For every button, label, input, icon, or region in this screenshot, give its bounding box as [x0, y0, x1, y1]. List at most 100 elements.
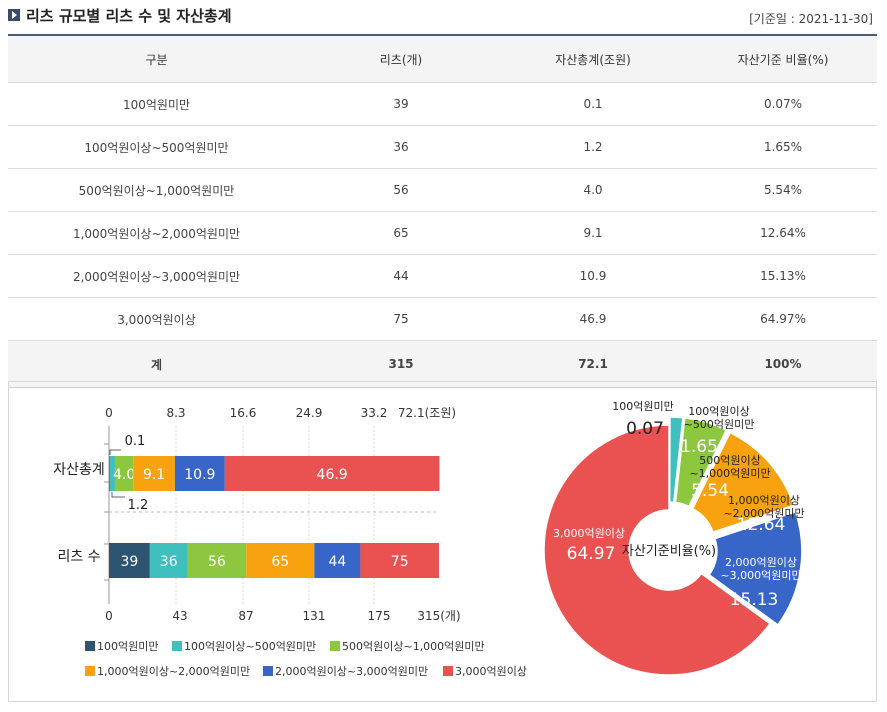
table-cell: 5.54% [689, 168, 877, 212]
table-cell: 15.13% [689, 254, 877, 298]
top-axis-tick: 72.1(조원) [398, 406, 456, 420]
bar-value-label: 10.9 [184, 467, 215, 483]
table-row: 500억원이상~1,000억원미만 56 4.0 5.54% [8, 168, 877, 212]
pie-slice [674, 417, 728, 508]
table-cell: 100억원미만 [8, 82, 305, 126]
annotation-leader [109, 449, 121, 455]
bar-value-label: 75 [391, 554, 409, 570]
chart-svg: 0 8.3 16.6 24.9 33.2 72.1(조원) 0 43 87 131 175 315(개… [53, 400, 804, 678]
bar-value-label: 46.9 [317, 467, 348, 483]
pie-slice-value: 1.65 [680, 437, 718, 457]
bottom-axis-tick: 43 [172, 609, 187, 623]
pie-slice-label: ~2,000억원미만 [723, 507, 804, 520]
bottom-axis-tick: 315(개) [417, 609, 460, 623]
pie-slice-value: 12.64 [737, 515, 786, 535]
bar-segment [174, 456, 225, 491]
section-header: 리츠 규모별 리츠 수 및 자산총계 [기준일 : 2021-11-30] [8, 6, 877, 34]
annotation-leader [111, 492, 125, 498]
pie-slice [691, 431, 795, 534]
pie-slice-label: 2,000억원이상 [725, 556, 797, 569]
arrow-bullet-icon [8, 9, 20, 21]
table-cell: 44 [305, 254, 497, 298]
pie-slice-value: 5.54 [691, 481, 729, 501]
legend-label: 3,000억원이상 [455, 665, 527, 678]
table-row: 3,000억원이상 75 46.9 64.97% [8, 297, 877, 341]
pie-slice-value: 15.13 [730, 590, 779, 610]
legend-swatch [263, 666, 273, 676]
pie-slice [668, 416, 684, 504]
table-cell: 39 [305, 82, 497, 126]
table-cell: 72.1 [497, 340, 689, 388]
bar-value-label: 44 [328, 554, 346, 570]
table-cell: 100% [689, 340, 877, 388]
top-axis-tick: 24.9 [296, 406, 323, 420]
bar-value-label: 9.1 [143, 467, 165, 483]
table-cell: 75 [305, 297, 497, 341]
table-row: 100억원이상~500억원미만 36 1.2 1.65% [8, 125, 877, 169]
bar-segment [133, 456, 175, 491]
table-cell: 9.1 [497, 211, 689, 255]
legend-swatch [85, 641, 95, 651]
legend-label: 1,000억원이상~2,000억원미만 [97, 665, 250, 678]
pie-slice-value: 64.97 [567, 544, 616, 564]
table-header-row: 구분 리츠(개) 자산총계(조원) 자산기준 비율(%) [8, 34, 877, 83]
bar-segment [246, 543, 315, 578]
bar-value-label: 36 [160, 554, 178, 570]
pie-slice [543, 424, 772, 676]
pie-slice-label: 100억원이상 [688, 405, 749, 418]
bar-value-label: 65 [271, 554, 289, 570]
table-cell: 64.97% [689, 297, 877, 341]
top-axis-tick: 33.2 [361, 406, 388, 420]
bar-category-label: 리츠 수 [57, 549, 100, 565]
legend-swatch [85, 666, 95, 676]
bottom-axis-tick: 175 [368, 609, 391, 623]
bar-value-label: 4.0 [113, 467, 135, 483]
table-cell: 46.9 [497, 297, 689, 341]
table-body: 100억원미만 39 0.1 0.07% 100억원이상~500억원미만 36 1.2 1.6… [8, 82, 877, 388]
bar-category-label: 자산총계 [53, 462, 105, 478]
table-row: 2,000억원이상~3,000억원미만 44 10.9 15.13% [8, 254, 877, 298]
table-cell: 계 [8, 340, 305, 388]
column-header: 리츠(개) [305, 34, 497, 83]
bar-segment [187, 543, 247, 578]
table-cell: 315 [305, 340, 497, 388]
table-cell: 1.2 [497, 125, 689, 169]
bar-annotation: 1.2 [128, 498, 149, 513]
top-axis-tick: 8.3 [166, 406, 185, 420]
pie-slice-value: 0.07 [626, 419, 664, 439]
legend-swatch [443, 666, 453, 676]
pie-slice-label: 100억원미만 [612, 400, 673, 413]
bottom-axis-tick: 87 [238, 609, 253, 623]
donut-hole [631, 512, 707, 588]
legend-label: 100억원이상~500억원미만 [184, 640, 316, 653]
bar-segment [109, 543, 150, 578]
top-axis-tick: 16.6 [230, 406, 257, 420]
donut-center-label: 자산기준비율(%) [622, 544, 716, 559]
reits-size-table: 구분 리츠(개) 자산총계(조원) 자산기준 비율(%) 100억원미만 39 0.… [8, 34, 877, 388]
bar-annotation: 0.1 [125, 434, 146, 449]
pie-slice-label: ~500억원미만 [684, 418, 755, 431]
table-cell: 2,000억원이상~3,000억원미만 [8, 254, 305, 298]
legend-swatch [172, 641, 182, 651]
pie-slice-label: ~3,000억원미만 [720, 569, 801, 582]
table-cell: 36 [305, 125, 497, 169]
legend-label: 500억원이상~1,000억원미만 [342, 640, 485, 653]
bar-segment [224, 456, 440, 491]
table-row: 100억원미만 39 0.1 0.07% [8, 82, 877, 126]
legend-swatch [330, 641, 340, 651]
table-cell: 65 [305, 211, 497, 255]
pie-slice-label: 500억원이상 [699, 454, 760, 467]
bar-segment [114, 456, 134, 491]
pie-slice-label: 3,000억원이상 [553, 527, 625, 540]
pie-slice-label: ~1,000억원미만 [689, 467, 770, 480]
bottom-axis-tick: 131 [303, 609, 326, 623]
reference-date: [기준일 : 2021-11-30] [749, 12, 873, 26]
table-cell: 10.9 [497, 254, 689, 298]
top-axis-tick: 0 [105, 406, 113, 420]
column-header: 자산기준 비율(%) [689, 34, 877, 83]
table-total-row: 계 315 72.1 100% [8, 340, 877, 388]
table-cell: 0.07% [689, 82, 877, 126]
bar-segment [149, 543, 188, 578]
table-cell: 56 [305, 168, 497, 212]
table-cell: 0.1 [497, 82, 689, 126]
